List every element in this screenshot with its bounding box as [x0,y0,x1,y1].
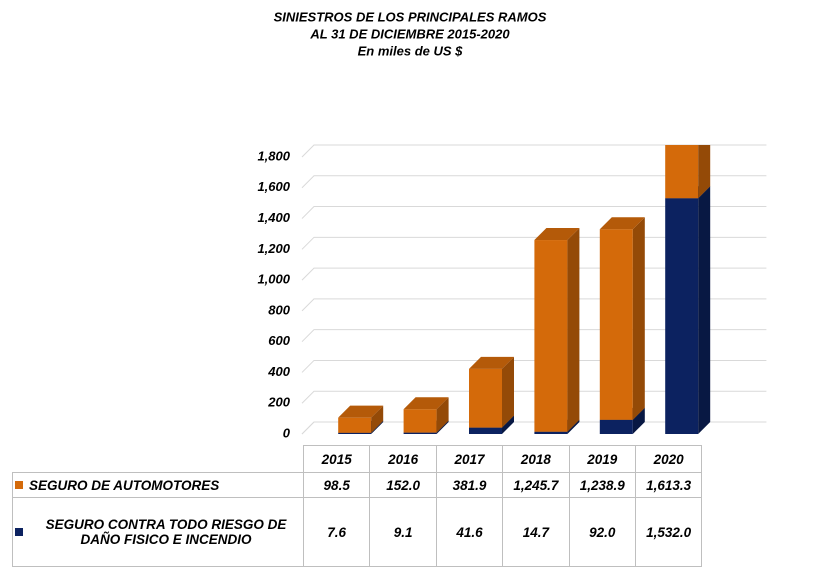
y-tick-label: 0 [283,425,291,440]
bar-front [469,427,502,434]
bar-front [665,198,699,434]
x-tick-label: 2020 [634,445,703,473]
bar-side [698,186,711,434]
data-label: 1,613.3 [634,472,703,498]
table-corner [12,445,304,473]
bar-front [403,409,437,433]
y-tick-label: 1,200 [257,241,290,256]
table-header-row: 2015 2016 2017 2018 2019 2020 [12,445,703,473]
table-row: SEGURO CONTRA TODO RIESGO DE DAÑO FISICO… [12,497,703,567]
bar-front [469,368,502,428]
data-label: 1,245.7 [502,472,570,498]
bar-top [599,217,645,230]
data-label: 152.0 [369,472,437,498]
data-label: 381.9 [435,472,504,498]
legend-key [15,481,23,489]
x-tick-label: 2016 [369,445,437,473]
chart-subtitle: AL 31 DE DICIEMBRE 2015-2020 [309,26,510,41]
legend-label: SEGURO DE AUTOMOTORES [29,477,220,493]
bar-side [567,419,580,434]
legend-item: SEGURO CONTRA TODO RIESGO DE DAÑO FISICO… [15,517,303,547]
y-tick-label: 1,000 [257,272,290,287]
bar-side [632,407,645,434]
bar-side [371,405,384,433]
y-tick-label: 800 [268,302,290,317]
bar-side [502,356,514,428]
bar-side [632,217,645,420]
y-tick-label: 400 [267,364,290,379]
legend-entry: SEGURO DE AUTOMOTORES [12,472,304,498]
grid-line [301,175,767,189]
y-tick-label: 200 [267,395,290,410]
bar-front [403,432,437,434]
y-tick-label: 1,400 [257,210,290,225]
x-tick-label: 2018 [502,445,570,473]
data-label: 98.5 [302,472,371,498]
bar-side [502,415,514,434]
x-tick-label: 2019 [568,445,636,473]
bar-side [436,397,449,433]
bar-top [534,228,580,241]
data-label: 9.1 [369,497,437,567]
bar-front [534,240,568,432]
grid-line [301,144,767,158]
bar-side [567,228,580,432]
bar-front [534,431,568,434]
legend-entry: SEGURO CONTRA TODO RIESGO DE DAÑO FISICO… [12,497,304,567]
bar-side [371,420,384,434]
legend-key [15,528,23,536]
data-label: 1,238.9 [568,472,636,498]
chart-title: SINIESTROS DE LOS PRINCIPALES RAMOS [274,9,547,24]
data-label: 7.6 [302,497,371,567]
bar-side [436,420,449,434]
data-label: 92.0 [568,497,636,567]
data-label: 41.6 [435,497,504,567]
y-tick-label: 1,800 [257,148,290,163]
y-tick-label: 1,600 [257,179,290,194]
bar-top [338,405,384,418]
data-label: 14.7 [502,497,570,567]
x-tick-label: 2017 [435,445,504,473]
legend-label: SEGURO CONTRA TODO RIESGO DE DAÑO FISICO… [45,517,287,547]
bar-front [338,417,372,433]
grid [301,144,767,435]
bar-top [469,356,514,369]
chart: SINIESTROS DE LOS PRINCIPALES RAMOS AL 3… [257,9,767,440]
bar-top [403,397,449,410]
bar-front [599,229,633,420]
unit-label: En miles de US $ [358,43,464,58]
y-tick-label: 600 [268,333,290,348]
bar-side [698,145,711,199]
grid-line [301,206,767,219]
bar-front [665,145,699,199]
legend-item: SEGURO DE AUTOMOTORES [15,478,303,493]
bars [338,145,711,434]
bar-front [338,432,372,434]
data-table: 2015 2016 2017 2018 2019 2020 SEGURO DE AUTOMO… [12,445,703,567]
data-label: 1,532.0 [634,497,703,567]
x-tick-label: 2015 [302,445,371,473]
table-row: SEGURO DE AUTOMOTORES 98.5 152.0 381.9 1,245… [12,472,703,498]
bar-front [599,419,633,434]
